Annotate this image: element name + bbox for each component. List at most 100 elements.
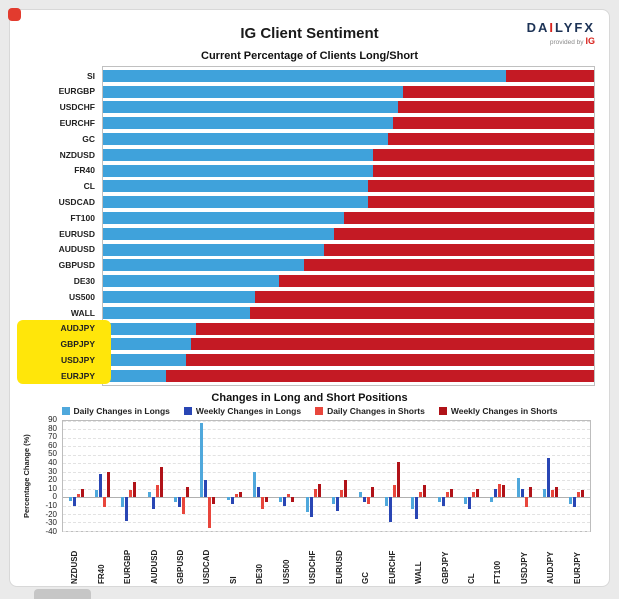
x-tick: EURGBP bbox=[115, 532, 141, 584]
gridline bbox=[63, 420, 590, 422]
x-tick-label: GC bbox=[361, 571, 371, 584]
logo-provided-by-line: provided by IG bbox=[527, 36, 595, 46]
change-bar bbox=[103, 497, 107, 508]
change-bar bbox=[317, 483, 321, 498]
legend-label: Daily Changes in Longs bbox=[73, 405, 170, 416]
change-bar bbox=[388, 497, 392, 523]
gridline bbox=[63, 454, 590, 456]
change-bar bbox=[125, 497, 129, 521]
legend-item: Daily Changes in Shorts bbox=[315, 406, 425, 416]
change-bar bbox=[392, 485, 396, 498]
x-tick-label: USDCHF bbox=[308, 550, 318, 584]
sentiment-row: EURCHF bbox=[22, 115, 597, 131]
long-bar bbox=[102, 164, 374, 177]
x-tick-label: FR40 bbox=[96, 564, 106, 584]
sentiment-bar bbox=[102, 133, 595, 146]
sentiment-row-label: AUDJPY bbox=[60, 323, 95, 334]
gridline bbox=[63, 530, 590, 532]
sentiment-bar bbox=[102, 69, 595, 82]
change-bar bbox=[366, 497, 370, 504]
x-axis-labels: NZDUSD FR40 EURGBP AUDUSD GBPUSD USDCAD SI DE30… bbox=[62, 532, 591, 584]
y-tick-label: 10 bbox=[48, 483, 57, 493]
change-bar bbox=[542, 488, 546, 498]
short-bar bbox=[373, 148, 595, 161]
change-bar bbox=[463, 497, 467, 504]
sentiment-row-label: DE30 bbox=[73, 276, 95, 286]
x-tick: GBPJPY bbox=[432, 532, 458, 583]
change-bar bbox=[309, 497, 313, 518]
short-bar bbox=[373, 164, 595, 177]
legend-swatch bbox=[61, 406, 70, 415]
sentiment-row: FT100 bbox=[22, 210, 597, 226]
sentiment-row-label: GC bbox=[82, 133, 95, 144]
x-tick: DE30 bbox=[247, 532, 273, 584]
short-bar bbox=[166, 370, 595, 383]
short-bar bbox=[506, 69, 595, 82]
sentiment-row: EURUSD bbox=[22, 226, 597, 242]
change-bar bbox=[208, 497, 212, 528]
legend-item: Weekly Changes in Shorts bbox=[438, 406, 557, 416]
short-bar bbox=[254, 291, 595, 304]
change-bar bbox=[72, 497, 76, 506]
change-bar bbox=[344, 480, 348, 498]
short-bar bbox=[392, 117, 595, 130]
long-bar bbox=[102, 275, 280, 288]
sentiment-row: AUDUSD bbox=[22, 242, 597, 258]
legend-swatch bbox=[438, 406, 447, 415]
y-tick-label: 60 bbox=[48, 440, 57, 450]
sentiment-row-label: FT100 bbox=[70, 212, 95, 223]
change-bar bbox=[159, 466, 163, 498]
changes-plot-area bbox=[62, 419, 591, 532]
change-bar bbox=[577, 492, 581, 498]
y-tick-label: -10 bbox=[45, 501, 57, 511]
y-tick-label: -30 bbox=[45, 518, 57, 528]
change-bar bbox=[581, 490, 585, 498]
long-bar bbox=[102, 101, 398, 114]
ig-logo: IG bbox=[585, 36, 595, 46]
change-bar bbox=[449, 488, 453, 498]
change-bar bbox=[475, 488, 479, 498]
sentiment-rows: SI EURGBP USDCHF EURCHF GC NZDUSD FR40 CL USDCAD… bbox=[22, 68, 597, 384]
sentiment-bar bbox=[102, 291, 595, 304]
short-bar bbox=[387, 133, 595, 146]
legend-item: Weekly Changes in Longs bbox=[183, 406, 301, 416]
change-bar bbox=[305, 497, 309, 513]
change-bar bbox=[265, 497, 269, 503]
change-bar bbox=[76, 493, 80, 498]
change-bar bbox=[261, 497, 265, 509]
change-bar bbox=[186, 486, 190, 498]
change-bar bbox=[358, 492, 362, 498]
sentiment-chart: SI EURGBP USDCHF EURCHF GC NZDUSD FR40 CL USDCAD… bbox=[17, 66, 597, 386]
page-title: IG Client Sentiment bbox=[240, 25, 379, 42]
change-bar bbox=[204, 480, 208, 498]
short-bar bbox=[190, 338, 595, 351]
sentiment-bar bbox=[102, 148, 595, 161]
sentiment-bar bbox=[102, 370, 595, 383]
change-bar bbox=[107, 471, 111, 498]
legend-item: Daily Changes in Longs bbox=[61, 405, 170, 416]
short-bar bbox=[368, 180, 595, 193]
logo-text-lyfx: LYFX bbox=[554, 20, 595, 35]
sentiment-row: GBPJPY bbox=[22, 337, 597, 353]
x-tick: EURJPY bbox=[565, 532, 591, 584]
y-tick-label: 90 bbox=[48, 414, 57, 424]
change-bar bbox=[471, 492, 475, 498]
change-bar bbox=[494, 488, 498, 498]
change-bar bbox=[200, 422, 204, 498]
change-bar bbox=[336, 497, 340, 511]
sentiment-bar bbox=[102, 196, 595, 209]
long-bar bbox=[102, 354, 186, 367]
x-tick: EURUSD bbox=[327, 532, 353, 584]
long-bar bbox=[102, 133, 388, 146]
sentiment-row-label: CL bbox=[83, 181, 95, 192]
long-bar bbox=[102, 338, 191, 351]
gridline bbox=[63, 463, 590, 465]
y-tick-label: 20 bbox=[48, 475, 57, 485]
change-bar bbox=[396, 461, 400, 498]
sentiment-row-label: USDCHF bbox=[59, 102, 95, 113]
y-tick-label: 50 bbox=[48, 449, 57, 459]
short-bar bbox=[185, 354, 595, 367]
sentiment-bar bbox=[102, 306, 595, 319]
sentiment-row: SI bbox=[22, 68, 597, 84]
bottom-window-fragment bbox=[34, 589, 91, 599]
